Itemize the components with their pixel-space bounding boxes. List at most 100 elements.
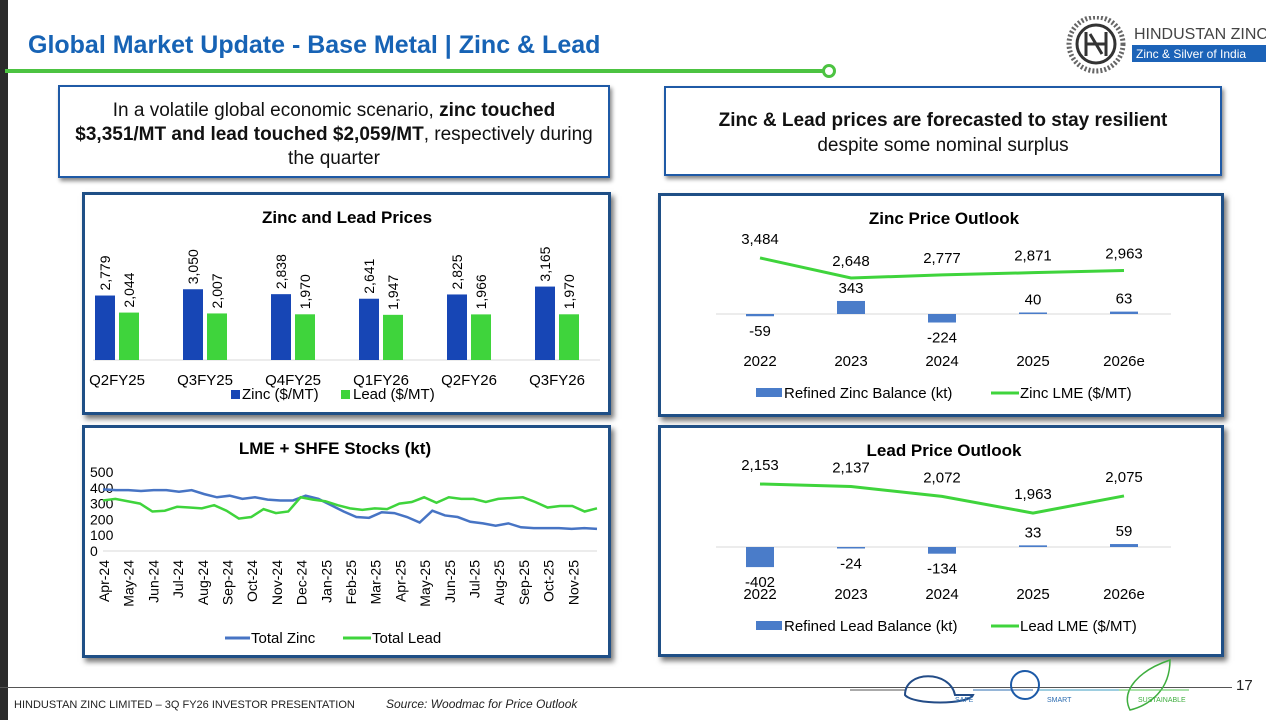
x-tick-label: 2023 (834, 353, 867, 370)
bar-zinc (535, 286, 555, 360)
chart-title: Zinc Price Outlook (869, 209, 1020, 228)
callout-left-text-end: , respectively during the quarter (288, 124, 593, 169)
leaf-icon (1126, 658, 1171, 711)
line-data-label: 3,484 (741, 231, 779, 248)
x-tick-label: Jun-24 (145, 560, 161, 603)
legend-lme: Lead LME ($/MT) (1020, 618, 1137, 635)
x-tick-label: 2026e (1103, 586, 1145, 603)
bar-data-label: 33 (1025, 524, 1042, 541)
x-tick-label: Q4FY25 (265, 372, 321, 389)
x-tick-label: Feb-25 (343, 560, 359, 605)
title-underline-dot (822, 64, 836, 78)
legend-balance-swatch (756, 388, 782, 397)
bar-lead (119, 312, 139, 360)
legend-zinc: Total Zinc (251, 630, 316, 647)
line-data-label: 2,075 (1105, 469, 1143, 486)
balance-bar (746, 314, 774, 317)
legend-lead-swatch (341, 390, 350, 399)
chart-title: Zinc and Lead Prices (262, 208, 432, 227)
zinc-outlook-panel: Zinc Price Outlook -59 2022 343 2023 -224 2024… (658, 193, 1224, 417)
badge-smart: SMART (1047, 697, 1072, 704)
line-data-label: 2,153 (741, 457, 779, 474)
y-tick-label: 500 (90, 464, 114, 480)
bar-zinc (447, 294, 467, 360)
y-tick-label: 200 (90, 511, 114, 527)
x-tick-label: Sep-25 (516, 560, 532, 605)
balance-bar (837, 547, 865, 549)
bar-zinc (183, 289, 203, 360)
bar-lead (383, 314, 403, 360)
x-tick-label: May-24 (121, 560, 137, 607)
x-tick-label: Apr-24 (96, 560, 112, 602)
legend-balance: Refined Zinc Balance (kt) (784, 385, 952, 402)
x-tick-label: Aug-24 (195, 560, 211, 605)
logo-name: HINDUSTAN ZINC (1134, 26, 1266, 43)
callout-left: In a volatile global economic scenario, … (58, 85, 610, 178)
bar-data-label: -59 (749, 323, 771, 340)
callout-right-text: despite some nominal surplus (817, 135, 1069, 156)
legend-lead: Lead ($/MT) (353, 386, 435, 403)
lme-price-line (759, 482, 1125, 515)
x-tick-label: Q2FY26 (441, 372, 497, 389)
balance-bar (746, 547, 774, 568)
bar-data-label: 63 (1116, 291, 1133, 308)
data-label: 2,825 (449, 254, 465, 289)
x-tick-label: Mar-25 (368, 560, 384, 605)
x-tick-label: Apr-25 (392, 560, 408, 602)
data-label: 2,779 (97, 255, 113, 290)
y-tick-label: 300 (90, 496, 114, 512)
bar-data-label: -402 (745, 574, 775, 591)
x-tick-label: Nov-24 (269, 560, 285, 605)
bar-lead (471, 314, 491, 360)
data-label: 1,966 (473, 274, 489, 309)
x-tick-label: Jan-25 (318, 560, 334, 603)
y-tick-label: 0 (90, 543, 98, 559)
x-tick-label: 2022 (743, 586, 776, 603)
x-tick-label: Jun-25 (442, 560, 458, 603)
bar-zinc (271, 294, 291, 360)
x-tick-label: Q3FY26 (529, 372, 585, 389)
bar-data-label: 59 (1116, 523, 1133, 540)
bar-data-label: 40 (1025, 291, 1042, 308)
page-number: 17 (1236, 677, 1253, 694)
data-label: 1,970 (297, 274, 313, 309)
legend-balance-swatch (756, 621, 782, 630)
data-label: 3,050 (185, 249, 201, 284)
data-label: 2,641 (361, 258, 377, 293)
x-tick-label: 2026e (1103, 353, 1145, 370)
zinc-lead-prices-panel: Zinc and Lead Prices 2,779 2,044 Q2FY25 3,05… (82, 192, 611, 415)
callout-left-text: In a volatile global economic scenario, (112, 100, 440, 121)
bar-data-label: -24 (840, 556, 862, 573)
line-total-lead (102, 495, 598, 520)
x-tick-label: May-25 (417, 560, 433, 607)
line-data-label: 2,871 (1014, 248, 1052, 265)
safe-smart-sustainable-graphic: SAFE SMART SUSTAINABLE (850, 658, 1189, 711)
logo-tagline: Zinc & Silver of India (1136, 47, 1246, 61)
chart-title: Lead Price Outlook (867, 441, 1022, 460)
bar-data-label: -134 (927, 561, 957, 578)
legend-zinc-swatch (231, 390, 240, 399)
line-data-label: 2,963 (1105, 245, 1143, 262)
legend-zinc: Zinc ($/MT) (242, 386, 319, 403)
footer-source: Source: Woodmac for Price Outlook (386, 697, 578, 711)
x-tick-label: Jul-25 (467, 560, 483, 598)
title-underline (5, 69, 830, 73)
x-tick-label: Dec-24 (294, 560, 310, 605)
line-total-zinc (102, 488, 598, 531)
callout-left-bold: zinc touched $3,351/MT and lead touched … (75, 100, 556, 145)
page-title: Global Market Update - Base Metal | Zinc… (28, 31, 601, 59)
bulb-icon (1010, 670, 1040, 700)
line-data-label: 1,963 (1014, 486, 1052, 503)
x-tick-label: 2024 (925, 353, 958, 370)
legend-balance: Refined Lead Balance (kt) (784, 618, 957, 635)
x-tick-label: Oct-24 (244, 560, 260, 602)
chart-title: LME + SHFE Stocks (kt) (239, 439, 431, 458)
data-label: 3,165 (537, 246, 553, 281)
bar-lead (295, 314, 315, 360)
footer-company: HINDUSTAN ZINC LIMITED – 3Q FY26 INVESTO… (14, 699, 355, 711)
callout-right-bold: Zinc & Lead prices are forecasted to sta… (718, 110, 1168, 131)
x-tick-label: Q2FY25 (89, 372, 145, 389)
data-label: 1,947 (385, 275, 401, 310)
bar-lead (207, 313, 227, 360)
y-tick-label: 400 (90, 480, 114, 496)
